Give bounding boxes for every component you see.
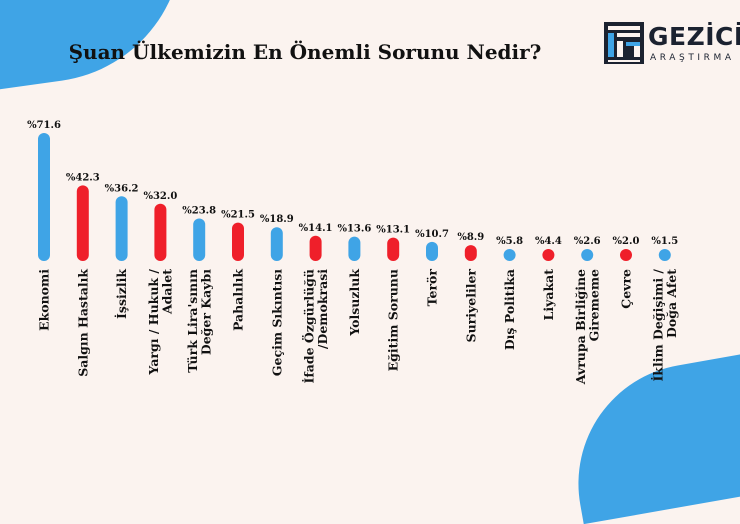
bar-2 (115, 196, 128, 261)
data-label-8: %13.6 (337, 224, 371, 235)
category-label-14: Avrupa BirliğineGirememe (573, 269, 602, 385)
category-label-13: Liyakat (541, 269, 556, 321)
category-label-5: Pahalılık (231, 269, 246, 331)
data-label-2: %36.2 (105, 183, 139, 194)
chart-title: Şuan Ülkemizin En Önemli Sorunu Nedir? (68, 40, 542, 64)
bar-12 (503, 249, 516, 261)
bar-14 (581, 249, 594, 261)
category-label-11: Suriyeliler (463, 269, 478, 343)
bar-1 (76, 185, 89, 261)
bar-9 (387, 237, 400, 261)
data-label-11: %8.9 (457, 232, 484, 243)
category-label-1: Salgın Hastalık (75, 269, 90, 377)
category-label-15: Çevre (619, 269, 634, 309)
category-label-9: Eğitim Sorunu (386, 269, 401, 371)
data-label-1: %42.3 (66, 172, 100, 183)
bar-16 (658, 249, 671, 261)
data-label-0: %71.6 (27, 120, 61, 131)
bar-4 (193, 218, 206, 261)
category-label-16: İklim Değişimi /Doğa Afet (651, 269, 680, 382)
bar-6 (270, 227, 283, 261)
category-label-4: Türk Lira'sınınDeğer Kaybı (185, 269, 214, 373)
data-label-15: %2.0 (613, 236, 640, 247)
bar-0 (38, 133, 50, 261)
data-label-7: %14.1 (299, 223, 333, 234)
category-label-0: Ekonomi (37, 269, 52, 331)
data-label-9: %13.1 (376, 225, 410, 236)
bar-3 (154, 203, 167, 261)
category-label-7: İfade Özgürlüğü/Demokrasi (300, 269, 330, 384)
data-label-5: %21.5 (221, 210, 255, 221)
gezici-logo-icon (604, 22, 644, 64)
bar-8 (348, 236, 361, 261)
logo-name: GEZİCİ (648, 22, 740, 51)
category-label-6: Geçim Sıkıntısı (269, 269, 284, 376)
data-label-10: %10.7 (415, 229, 449, 240)
logo-subtitle: ARAŞTIRMA (650, 53, 735, 63)
category-label-8: Yolsuzluk (347, 269, 362, 337)
bar-10 (426, 241, 438, 261)
data-label-12: %5.8 (496, 236, 523, 247)
category-label-2: İşsizlik (114, 269, 129, 319)
bar-7 (309, 235, 322, 261)
data-label-16: %1.5 (651, 236, 678, 247)
data-label-13: %4.4 (535, 236, 562, 247)
bar-13 (542, 249, 555, 261)
data-label-3: %32.0 (143, 191, 177, 202)
brand-logo: GEZİCİ ARAŞTIRMA (604, 22, 740, 68)
bar-chart: %71.6 Ekonomi %42.3 Salgın Hastalık %36.2 İşs… (27, 120, 680, 385)
category-label-10: Terör (425, 269, 440, 307)
bar-11 (464, 245, 477, 261)
category-label-3: Yargı / Hukuk /Adalet (146, 269, 175, 376)
data-label-6: %18.9 (260, 214, 294, 225)
bar-5 (232, 222, 244, 261)
data-label-14: %2.6 (574, 236, 601, 247)
bar-15 (620, 249, 632, 261)
category-label-12: Dış Politika (502, 269, 517, 350)
data-label-4: %23.8 (182, 205, 216, 216)
